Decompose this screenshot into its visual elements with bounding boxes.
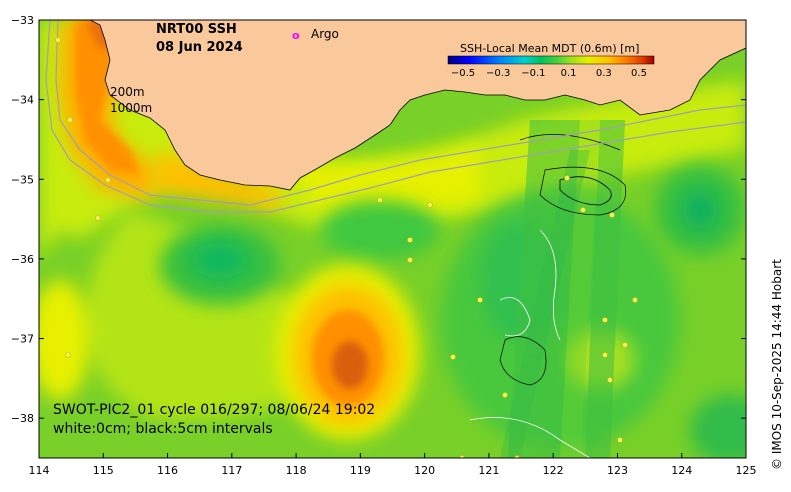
x-tick-label: 115 xyxy=(93,464,114,477)
title-line-1: NRT00 SSH xyxy=(156,22,237,37)
y-tick-label: −38 xyxy=(11,412,34,425)
colorbar-gradient xyxy=(447,55,655,65)
y-tick-label: −36 xyxy=(11,253,34,266)
x-tick-label: 122 xyxy=(543,464,564,477)
x-tick-label: 117 xyxy=(221,464,242,477)
x-tick-label: 123 xyxy=(607,464,628,477)
colorbar-tick-label: 0.1 xyxy=(561,68,577,79)
colorbar-tick-label: −0.3 xyxy=(486,68,510,79)
credit-label: © IMOS 10-Sep-2025 14:44 Hobart xyxy=(770,259,784,470)
y-tick-label: −35 xyxy=(11,173,34,186)
x-axis: 114 115 116 117 118 119 120 121 122 123 124 125 xyxy=(29,453,757,477)
x-tick-label: 118 xyxy=(286,464,307,477)
x-tick-label: 121 xyxy=(478,464,499,477)
ssh-field xyxy=(39,20,746,458)
x-tick-label: 114 xyxy=(29,464,50,477)
argo-floats xyxy=(55,37,638,458)
colorbar-tick-label: 0.5 xyxy=(631,68,647,79)
x-tick-label: 119 xyxy=(350,464,371,477)
legend-argo-label: Argo xyxy=(311,27,339,41)
title-line-2: 08 Jun 2024 xyxy=(156,40,243,55)
x-tick-label: 120 xyxy=(414,464,435,477)
x-tick-label: 124 xyxy=(671,464,692,477)
y-tick-label: −33 xyxy=(11,14,34,27)
y-tick-label: −37 xyxy=(11,333,34,346)
x-tick-label: 116 xyxy=(157,464,178,477)
colorbar-tick-label: 0.3 xyxy=(596,68,612,79)
isobath-1000-label: 1000m xyxy=(110,101,152,115)
colorbar-title: SSH-Local Mean MDT (0.6m) [m] xyxy=(460,42,639,55)
argo-marker-icon: o xyxy=(292,29,300,42)
x-tick-label: 125 xyxy=(736,464,757,477)
colorbar-tick-label: −0.5 xyxy=(451,68,475,79)
contour-note: white:0cm; black:5cm intervals xyxy=(53,421,273,437)
colorbar: SSH-Local Mean MDT (0.6m) [m] −0.5 −0.3 −0… xyxy=(447,42,655,79)
isobath-200-label: 200m xyxy=(110,85,145,99)
swot-pass-label: SWOT-PIC2_01 cycle 016/297; 08/06/24 19:… xyxy=(53,402,375,418)
colorbar-tick-label: −0.1 xyxy=(521,68,545,79)
y-tick-label: −34 xyxy=(11,94,34,107)
y-axis: −33 −34 −35 −36 −37 −38 xyxy=(11,14,746,425)
map-frame xyxy=(38,19,747,459)
